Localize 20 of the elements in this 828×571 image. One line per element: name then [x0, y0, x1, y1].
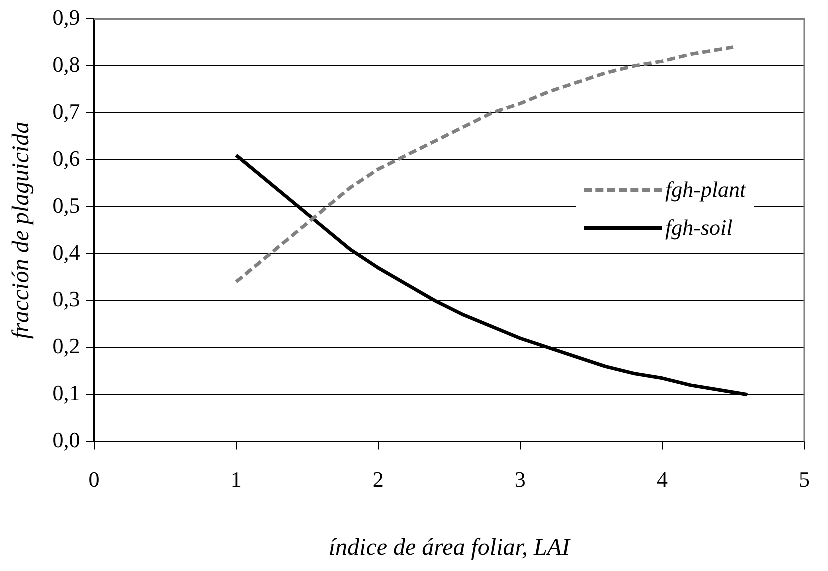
x-axis-title: índice de área foliar, LAI	[328, 534, 571, 561]
legend-label: fgh-soil	[666, 215, 733, 242]
x-tick-label: 5	[799, 466, 810, 492]
y-tick-label: 0,0	[52, 428, 80, 453]
y-tick-label: 0,8	[52, 52, 80, 77]
y-tick-label: 0,5	[52, 192, 80, 218]
x-tick-label: 1	[230, 466, 242, 492]
y-tick-label: 0,2	[52, 334, 80, 359]
y-tick-label: 0,1	[52, 380, 80, 406]
x-tick-label: 0	[88, 466, 100, 492]
y-tick-label: 0,6	[52, 146, 80, 171]
y-tick-label: 0,3	[52, 286, 80, 312]
legend-label: fgh-plant	[666, 177, 746, 204]
y-tick-label: 0,7	[52, 98, 80, 124]
x-tick-label: 2	[372, 466, 384, 492]
y-tick-label: 0,4	[52, 240, 80, 265]
y-tick-label: 0,9	[52, 4, 80, 30]
y-axis-title: fracción de plaguicida	[8, 122, 35, 340]
x-tick-label: 3	[514, 466, 526, 492]
x-tick-label: 4	[656, 466, 668, 492]
